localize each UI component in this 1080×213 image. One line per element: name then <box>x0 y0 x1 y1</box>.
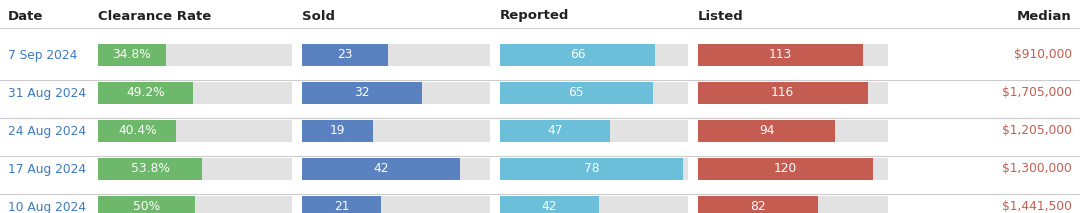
Text: Sold: Sold <box>302 10 335 23</box>
Bar <box>98 158 292 180</box>
Text: 19: 19 <box>330 125 346 138</box>
Text: 94: 94 <box>759 125 774 138</box>
Bar <box>98 82 292 104</box>
Text: 47: 47 <box>548 125 563 138</box>
Text: Reported: Reported <box>500 10 569 23</box>
Bar <box>98 120 176 142</box>
Bar <box>302 158 460 180</box>
Text: 10 Aug 2024: 10 Aug 2024 <box>8 200 86 213</box>
Bar <box>500 120 610 142</box>
Text: 65: 65 <box>568 86 584 99</box>
Bar <box>98 44 292 66</box>
Text: 24 Aug 2024: 24 Aug 2024 <box>8 125 86 138</box>
Bar <box>302 44 490 66</box>
Bar <box>698 82 888 104</box>
Bar <box>98 158 202 180</box>
Bar <box>302 120 374 142</box>
Bar <box>302 44 389 66</box>
Bar <box>500 82 652 104</box>
Bar <box>98 196 292 213</box>
Text: 32: 32 <box>354 86 370 99</box>
Bar <box>500 196 688 213</box>
Bar <box>302 196 381 213</box>
Text: $1,300,000: $1,300,000 <box>1002 163 1072 176</box>
Text: 42: 42 <box>374 163 389 176</box>
Text: $1,705,000: $1,705,000 <box>1002 86 1072 99</box>
Bar <box>302 120 490 142</box>
Bar <box>500 44 688 66</box>
Text: 42: 42 <box>541 200 557 213</box>
Text: Listed: Listed <box>698 10 744 23</box>
Text: 66: 66 <box>570 49 585 62</box>
Bar <box>698 120 888 142</box>
Bar <box>698 44 863 66</box>
Text: 31 Aug 2024: 31 Aug 2024 <box>8 86 86 99</box>
Text: 53.8%: 53.8% <box>131 163 170 176</box>
Bar <box>500 82 688 104</box>
Bar <box>302 82 490 104</box>
Text: Median: Median <box>1017 10 1072 23</box>
Bar <box>698 120 836 142</box>
Text: 40.4%: 40.4% <box>118 125 157 138</box>
Text: 23: 23 <box>337 49 353 62</box>
Bar <box>500 196 598 213</box>
Text: 49.2%: 49.2% <box>126 86 165 99</box>
Text: 120: 120 <box>774 163 797 176</box>
Bar <box>98 120 292 142</box>
Bar <box>500 158 688 180</box>
Bar <box>500 44 656 66</box>
Bar <box>98 196 195 213</box>
Text: Date: Date <box>8 10 43 23</box>
Text: 82: 82 <box>751 200 766 213</box>
Bar <box>302 82 422 104</box>
Text: 21: 21 <box>334 200 349 213</box>
Text: Clearance Rate: Clearance Rate <box>98 10 212 23</box>
Text: $1,205,000: $1,205,000 <box>1002 125 1072 138</box>
Bar <box>98 82 193 104</box>
Text: 113: 113 <box>769 49 793 62</box>
Bar <box>698 196 818 213</box>
Bar <box>302 196 490 213</box>
Bar <box>500 120 688 142</box>
Bar <box>698 82 867 104</box>
Text: 116: 116 <box>771 86 795 99</box>
Text: 7 Sep 2024: 7 Sep 2024 <box>8 49 78 62</box>
Bar <box>500 158 684 180</box>
Bar <box>302 158 490 180</box>
Text: 50%: 50% <box>133 200 160 213</box>
Bar <box>98 44 165 66</box>
Bar <box>698 158 888 180</box>
Bar <box>698 196 888 213</box>
Text: $1,441,500: $1,441,500 <box>1002 200 1072 213</box>
Text: $910,000: $910,000 <box>1014 49 1072 62</box>
Text: 34.8%: 34.8% <box>112 49 151 62</box>
Text: 17 Aug 2024: 17 Aug 2024 <box>8 163 86 176</box>
Bar <box>698 158 874 180</box>
Text: 78: 78 <box>584 163 599 176</box>
Bar <box>698 44 888 66</box>
